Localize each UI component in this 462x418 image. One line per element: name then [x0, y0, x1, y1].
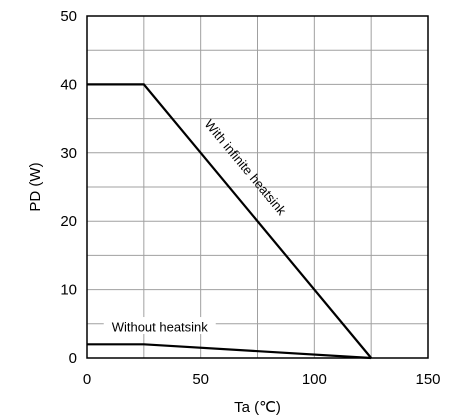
- series-line-0: [87, 83, 373, 359]
- y-tick-label: 50: [60, 8, 77, 25]
- x-tick-labels: 0 50 100 150: [83, 371, 441, 388]
- x-tick-label: 0: [83, 371, 91, 388]
- y-tick-label: 0: [69, 350, 77, 367]
- series-label-0: With infinite heatsink: [202, 117, 290, 219]
- series-line-1: [87, 343, 372, 360]
- series-label-1: Without heatsink: [112, 320, 209, 335]
- y-tick-labels: 0 10 20 30 40 50: [60, 8, 77, 367]
- y-tick-label: 40: [60, 76, 77, 93]
- x-tick-label: 50: [192, 371, 209, 388]
- y-axis-label: PD (W): [27, 162, 44, 211]
- y-tick-label: 20: [60, 213, 77, 230]
- y-tick-label: 10: [60, 282, 77, 299]
- plot-frame: [86, 15, 429, 359]
- x-tick-label: 100: [302, 371, 327, 388]
- x-tick-label: 150: [415, 371, 440, 388]
- series-lines: [87, 83, 373, 360]
- series-label-bg: [103, 317, 216, 335]
- y-tick-label: 30: [60, 145, 77, 162]
- x-axis-label: Ta (℃): [234, 399, 281, 416]
